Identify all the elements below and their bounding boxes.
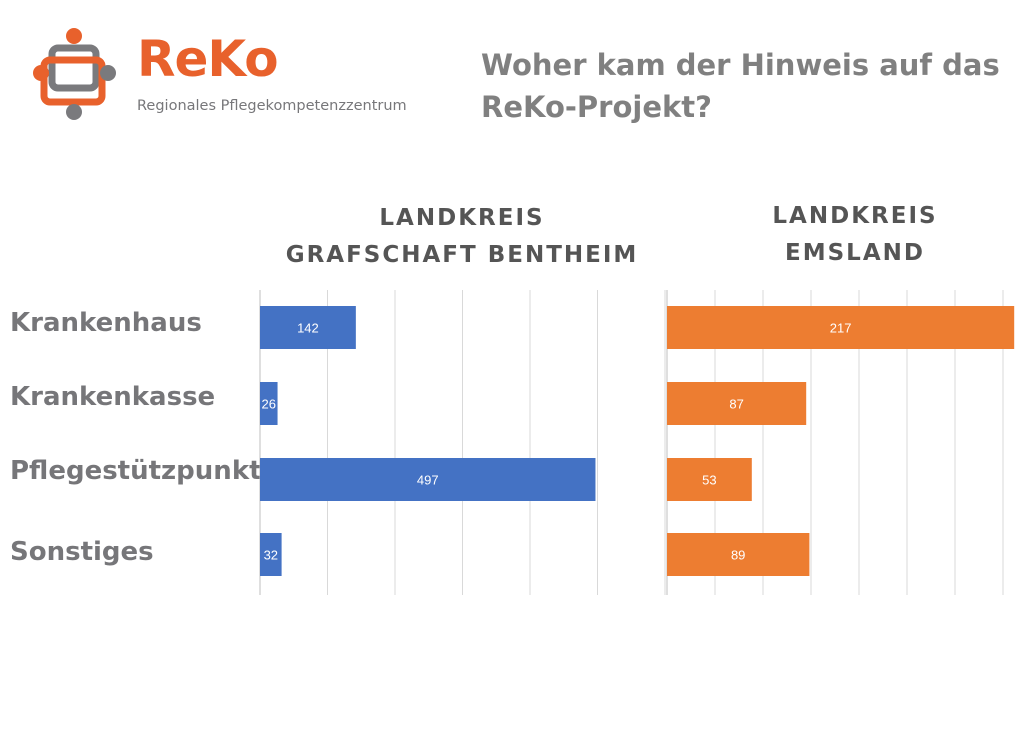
slide-title-line-2: ReKo-Projekt?	[481, 90, 712, 124]
bar-right-3	[667, 533, 810, 576]
data-label-right-2: 53	[702, 473, 716, 488]
data-label-left-3: 32	[264, 548, 278, 563]
data-label-left-0: 142	[297, 321, 319, 336]
bar-right-0	[667, 306, 1015, 349]
data-label-right-0: 217	[830, 321, 852, 336]
bar-left-0	[260, 306, 356, 349]
category-label-sonstiges: Sonstiges	[10, 537, 154, 567]
data-label-left-1: 26	[262, 397, 276, 412]
category-label-krankenhaus: Krankenhaus	[10, 308, 202, 338]
slide-title: Woher kam der Hinweis auf das ReKo-Proje…	[481, 44, 1016, 128]
chart-title-left-line-1: LANDKREIS	[379, 205, 545, 231]
bar-right-1	[667, 382, 807, 425]
bar-left-3	[260, 533, 282, 576]
chart-title-grafschaft-bentheim: LANDKREIS GRAFSCHAFT BENTHEIM	[262, 200, 662, 274]
logo-subtitle: Regionales Pflegekompetenzzentrum	[137, 98, 407, 114]
chart-title-emsland: LANDKREIS EMSLAND	[690, 198, 1020, 272]
category-label-krankenkasse: Krankenkasse	[10, 382, 216, 412]
chart-title-right-line-1: LANDKREIS	[772, 203, 938, 229]
slide-title-line-1: Woher kam der Hinweis auf das	[481, 48, 1000, 82]
category-label-pflegestuetzpunkt: Pflegestützpunkt	[10, 456, 262, 486]
data-label-right-3: 89	[731, 548, 745, 563]
logo-wordmark: ReKo	[137, 30, 279, 88]
chart-title-right-line-2: EMSLAND	[785, 240, 925, 266]
reko-logo-icon	[33, 28, 116, 120]
chart-panel-right: 217 87 53 89	[666, 290, 1015, 595]
chart-title-left-line-2: GRAFSCHAFT BENTHEIM	[285, 242, 639, 268]
reko-logo: ReKo Regionales Pflegekompetenzzentrum	[32, 28, 407, 123]
data-label-right-1: 87	[729, 397, 743, 412]
bar-left-1	[260, 382, 278, 425]
data-label-left-2: 497	[417, 473, 439, 488]
bar-left-2	[260, 458, 596, 501]
chart-panel-left: 142 26 497 32	[259, 290, 666, 595]
bar-right-2	[667, 458, 752, 501]
